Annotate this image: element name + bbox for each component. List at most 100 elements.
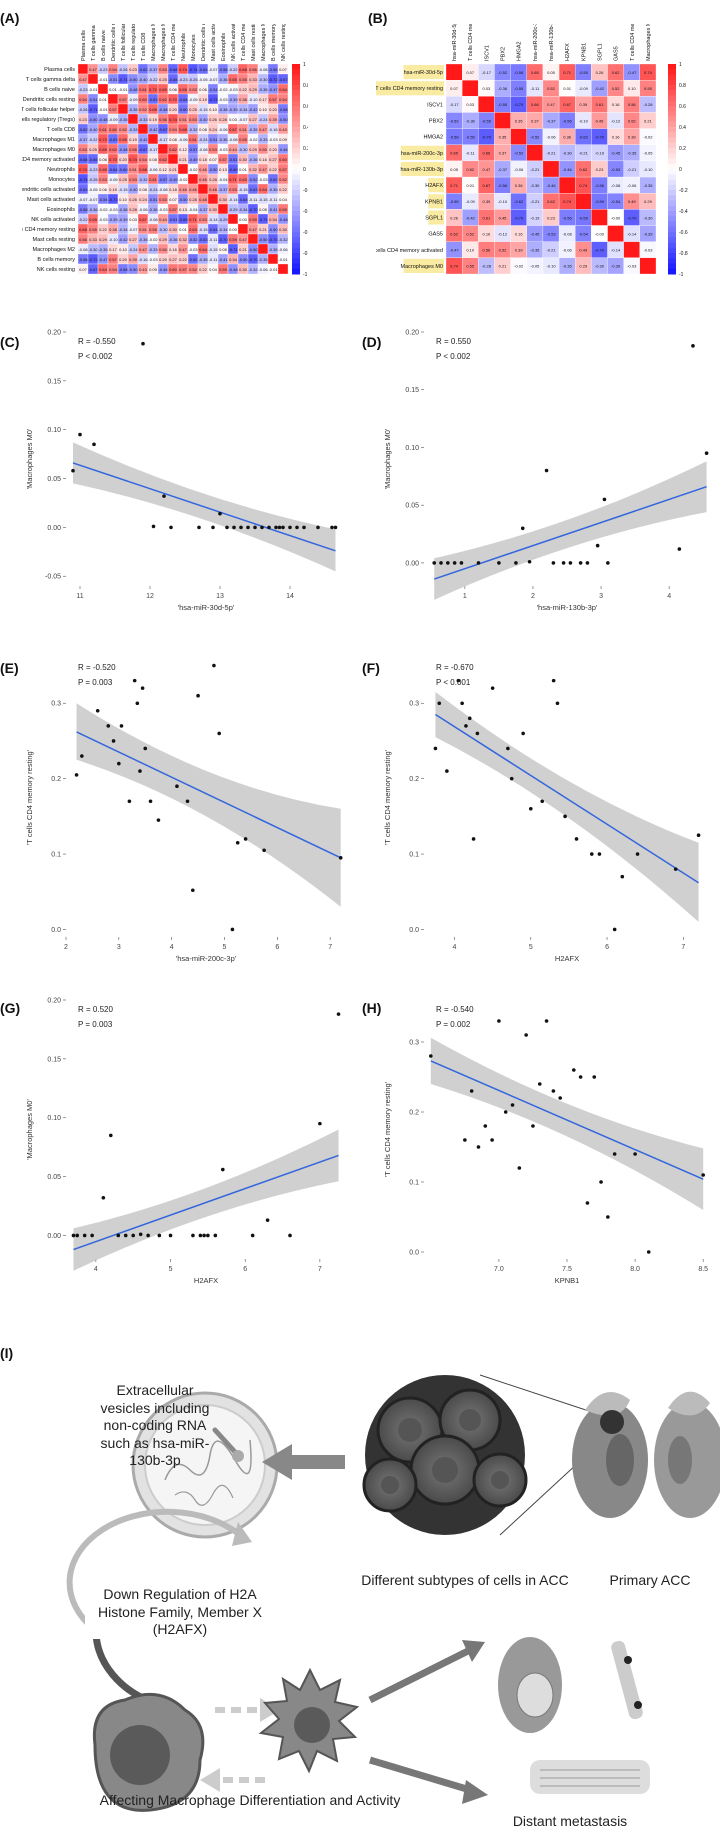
- heatmap-cell-value: -0.65: [88, 157, 98, 162]
- heatmap-cell-value: 0.53: [79, 147, 88, 152]
- heatmap-cell-value: 0.26: [450, 215, 459, 220]
- heatmap-cell-value: 0.27: [269, 157, 278, 162]
- heatmap-cell-value: -0.30: [643, 215, 653, 220]
- data-point: [213, 1233, 218, 1238]
- heatmap-cell-value: -0.42: [248, 107, 258, 112]
- heatmap-cell-value: 0.22: [269, 167, 278, 172]
- heatmap-cell-value: -0.06: [148, 167, 158, 172]
- heatmap-cell-value: -0.03: [643, 248, 653, 253]
- heatmap-cell-value: 0.69: [99, 147, 108, 152]
- data-point: [151, 524, 156, 529]
- heatmap-cell-value: -0.48: [128, 87, 138, 92]
- colorbar-segment: [668, 116, 676, 123]
- panel-label-h: (H): [362, 1000, 382, 1016]
- heatmap-cell-value: -0.02: [218, 87, 228, 92]
- heatmap-cell-value: -0.15: [118, 187, 128, 192]
- data-point: [288, 525, 292, 530]
- data-point: [288, 1233, 292, 1238]
- heatmap-cell-value: -0.06: [218, 127, 228, 132]
- heatmap-cell-value: -0.22: [148, 77, 158, 82]
- heatmap-cell-value: 0.52: [466, 167, 475, 172]
- colorbar-segment: [668, 85, 676, 91]
- heatmap-cell-value: -0.70: [627, 215, 637, 220]
- data-point: [117, 761, 121, 766]
- heatmap-col-label: Dendritic cells resting: [111, 24, 117, 61]
- heatmap-col-label: T cells gamma delta: [91, 24, 97, 61]
- colorbar-segment: [668, 190, 676, 196]
- heatmap-cell-value: -0.62: [138, 67, 148, 72]
- heatmap-cell-value: -0.35: [643, 183, 653, 188]
- data-point: [432, 561, 437, 565]
- heatmap-cell-value: -0.17: [482, 70, 492, 75]
- heatmap-cell-value: -0.21: [579, 151, 589, 156]
- heatmap-cell-value: -0.35: [248, 127, 258, 132]
- heatmap-row-label: hsa-miR-30d-5p: [404, 70, 443, 76]
- heatmap-label-highlight: [428, 210, 444, 225]
- heatmap-cell-value: -0.55: [579, 70, 589, 75]
- heatmap-cell-value: -0.68: [78, 157, 88, 162]
- heatmap-cell-value: -0.03: [148, 257, 158, 262]
- data-point: [148, 799, 153, 804]
- r-value-label: R = -0.550: [78, 337, 116, 346]
- heatmap-cell-value: 0.64: [199, 247, 208, 252]
- heatmap-cell-value: 0.57: [219, 157, 228, 162]
- heatmap-cell-value: 0.52: [612, 86, 621, 91]
- x-tick-label: 1: [463, 593, 467, 600]
- heatmap-cell-value: -0.15: [208, 247, 218, 252]
- heatmap-cell-value: -0.07: [208, 77, 218, 82]
- data-point: [132, 678, 137, 683]
- heatmap-cell-value: -0.21: [530, 199, 540, 204]
- y-tick-label: 0.3: [409, 701, 419, 708]
- data-point: [217, 731, 222, 736]
- heatmap-cell-value: 0.70: [169, 97, 178, 102]
- heatmap-cell-value: 0.53: [189, 87, 198, 92]
- heatmap-cell-value: -0.12: [498, 231, 508, 236]
- heatmap-cell-value: -0.00: [611, 215, 621, 220]
- heatmap-cell-value: -0.50: [238, 257, 248, 262]
- colorbar-segment: [668, 200, 676, 207]
- data-point: [517, 1166, 522, 1170]
- heatmap-col-label: T cells CD4 memory resting: [241, 24, 247, 61]
- heatmap-cell-value: -0.01: [118, 87, 128, 92]
- heatmap-cell: [462, 80, 479, 97]
- x-tick-label: 14: [286, 593, 294, 600]
- heatmap-cell-value: -0.37: [148, 67, 158, 72]
- data-point: [456, 678, 461, 683]
- heatmap-cell-value: -0.62: [579, 134, 589, 139]
- colorbar-segment: [668, 132, 676, 138]
- heatmap-cell-value: 0.65: [450, 151, 459, 156]
- heatmap-cell-value: 0.20: [119, 157, 128, 162]
- heatmap-cell-value: -0.46: [546, 183, 556, 188]
- heatmap-cell-value: 0.53: [189, 117, 198, 122]
- extracellular-vesicle-icon: [131, 1391, 279, 1539]
- heatmap-cell-value: 0.52: [466, 231, 475, 236]
- heatmap-cell-value: -0.23: [78, 87, 88, 92]
- heatmap-cell-value: -0.35: [268, 247, 278, 252]
- heatmap-cell-value: -0.49: [168, 177, 178, 182]
- data-point: [246, 525, 250, 530]
- heatmap-cell-value: -0.61: [228, 157, 238, 162]
- heatmap-cell-value: -0.53: [546, 231, 556, 236]
- heatmap-cell-value: -0.38: [118, 207, 128, 212]
- heatmap-cell-value: 0.47: [482, 167, 491, 172]
- data-point: [524, 1033, 528, 1037]
- data-point: [131, 1233, 135, 1238]
- colorbar-segment: [292, 106, 300, 112]
- heatmap-cell-value: 0.20: [119, 257, 128, 262]
- data-point: [704, 451, 709, 456]
- heatmap-cell-value: 0.52: [547, 86, 556, 91]
- heatmap-cell-value: -0.58: [514, 70, 524, 75]
- heatmap-cell-value: -0.35: [627, 151, 637, 156]
- heatmap-cell-value: -0.01: [268, 267, 278, 272]
- heatmap-row-label: hsa-miR-130b-3p: [401, 167, 444, 173]
- heatmap-cell-value: 0.06: [99, 187, 108, 192]
- data-point: [138, 769, 142, 773]
- heatmap-cell-value: -0.02: [248, 137, 258, 142]
- heatmap-cell-value: -0.35: [258, 257, 268, 262]
- colorbar-segment: [292, 85, 300, 91]
- heatmap-cell-value: -0.50: [208, 167, 218, 172]
- colorbar-tick-label: 0.2: [679, 146, 686, 152]
- heatmap-cell: [623, 241, 640, 258]
- data-point: [475, 731, 480, 736]
- heatmap-cell-value: -0.01: [88, 87, 98, 92]
